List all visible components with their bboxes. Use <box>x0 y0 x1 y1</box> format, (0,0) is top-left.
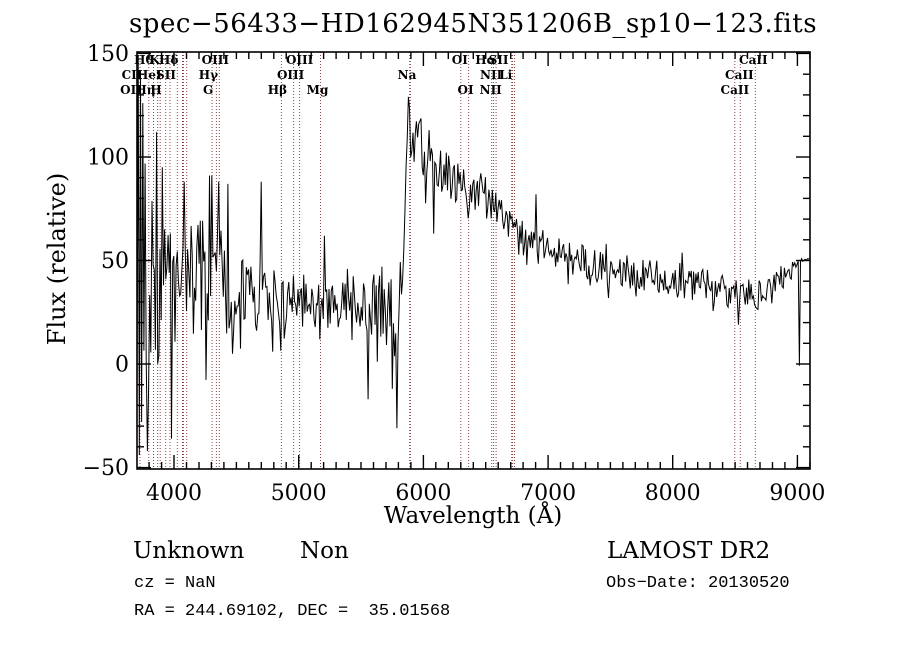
spectral-line-label: OIII <box>202 53 230 67</box>
spectral-line-label: OI <box>452 53 468 67</box>
plot-title: spec−56433−HD162945N351206B_sp10−123.fit… <box>128 9 818 39</box>
spectral-line-label: HeI <box>137 68 162 82</box>
spectral-line-label: Li <box>499 68 512 82</box>
x-tick-label: 7000 <box>520 481 576 506</box>
obs-date-value: Obs−Date: 20130520 <box>606 574 790 593</box>
spectral-line-label: CaII <box>725 68 754 82</box>
y-tick-label: 100 <box>87 146 129 171</box>
x-tick-label: 9000 <box>769 481 825 506</box>
spectral-line-label: CII <box>122 68 143 82</box>
spectral-line-label: Hγ <box>199 68 218 82</box>
spectrum-trace <box>136 55 810 456</box>
spectral-line-label: G <box>203 83 213 97</box>
spectral-line-label: Mg <box>307 83 329 97</box>
spectral-line-label: NII <box>480 68 503 82</box>
spectral-line-label: SII <box>156 68 176 82</box>
spectral-line-label: Hα <box>475 53 496 67</box>
x-tick-label: 5000 <box>271 481 327 506</box>
spectral-line-label: Hβ <box>268 83 287 97</box>
spectral-line-label: NII <box>480 83 503 97</box>
x-axis-title: Wavelength (Å) <box>383 503 563 529</box>
subclass-label: Non <box>300 538 349 564</box>
cz-value: cz = NaN <box>134 574 216 593</box>
spectral-line-label: Hη <box>135 83 155 97</box>
survey-label: LAMOST DR2 <box>607 538 771 564</box>
spectral-line-label: OIII <box>277 68 305 82</box>
x-tick-label: 4000 <box>146 481 202 506</box>
spectral-line-label: OII <box>120 83 142 97</box>
ra-dec-value: RA = 244.69102, DEC = 35.01568 <box>134 602 451 621</box>
spectral-line-label: Hδ <box>159 53 178 67</box>
y-tick-label: 150 <box>87 42 129 67</box>
spectral-line-label: CaII <box>721 83 750 97</box>
spectral-line-label: H <box>150 83 161 97</box>
y-tick-label: 0 <box>115 353 129 378</box>
x-tick-label: 8000 <box>645 481 701 506</box>
plot-frame <box>136 51 811 470</box>
spectral-line-label: Hθ <box>134 53 153 67</box>
spectral-line-label: K <box>149 53 160 67</box>
x-tick-label: 6000 <box>395 481 451 506</box>
spectral-line-label: OIII <box>286 53 314 67</box>
class-label: Unknown <box>133 538 245 564</box>
spectral-line-label: OI <box>458 83 474 97</box>
y-tick-label: 50 <box>101 249 129 274</box>
spectral-line-label: SII <box>489 53 509 67</box>
spectral-line-label: CaII <box>739 53 768 67</box>
y-tick-label: −50 <box>83 456 129 481</box>
spectral-line-label: Na <box>398 68 417 82</box>
